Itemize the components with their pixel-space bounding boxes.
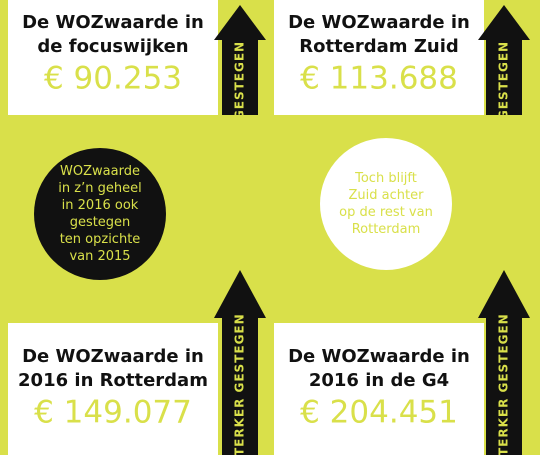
arrow-shaft bbox=[486, 39, 522, 115]
arrow-label: GESTEGEN bbox=[497, 41, 511, 120]
arrow-head bbox=[478, 5, 530, 40]
box-value: € 113.688 bbox=[300, 61, 458, 97]
box-title: 2016 in de G4 bbox=[309, 370, 449, 391]
box-value: € 204.451 bbox=[300, 395, 458, 431]
arrow-label: STERKER GESTEGEN bbox=[233, 313, 247, 455]
black-circle bbox=[34, 148, 166, 280]
box-title: De WOZwaarde in bbox=[288, 12, 470, 33]
circle-text: Rotterdam bbox=[352, 222, 421, 237]
info-box bbox=[274, 0, 484, 115]
arrow-shaft bbox=[222, 39, 258, 115]
circle-text: in 2016 ook bbox=[62, 198, 139, 213]
box-title: 2016 in Rotterdam bbox=[18, 370, 208, 391]
box-value: € 90.253 bbox=[44, 61, 182, 97]
box-title: De WOZwaarde in bbox=[22, 346, 204, 367]
circle-text: op de rest van bbox=[339, 205, 433, 220]
arrow-head bbox=[478, 270, 530, 318]
circle-text: in z’n geheel bbox=[58, 181, 141, 196]
box-value: € 149.077 bbox=[34, 395, 192, 431]
circle-text: Toch blijft bbox=[354, 171, 417, 186]
box-title: Rotterdam Zuid bbox=[299, 36, 459, 57]
circle-text: Zuid achter bbox=[349, 188, 425, 203]
arrow-shaft bbox=[486, 317, 522, 455]
box-title: de focuswijken bbox=[37, 36, 188, 57]
box-title: De WOZwaarde in bbox=[22, 12, 204, 33]
arrow-label: GESTEGEN bbox=[233, 41, 247, 120]
info-box bbox=[274, 323, 484, 455]
arrow-head bbox=[214, 270, 266, 318]
circle-text: van 2015 bbox=[69, 249, 130, 264]
info-box bbox=[8, 0, 218, 115]
white-circle bbox=[320, 138, 452, 270]
arrow-label: STERKER GESTEGEN bbox=[497, 313, 511, 455]
circle-text: gestegen bbox=[70, 215, 131, 230]
arrow-head bbox=[214, 5, 266, 40]
box-title: De WOZwaarde in bbox=[288, 346, 470, 367]
arrow-shaft bbox=[222, 317, 258, 455]
circle-text: ten opzichte bbox=[60, 232, 141, 247]
circle-text: WOZwaarde bbox=[60, 164, 140, 179]
info-box bbox=[8, 323, 218, 455]
